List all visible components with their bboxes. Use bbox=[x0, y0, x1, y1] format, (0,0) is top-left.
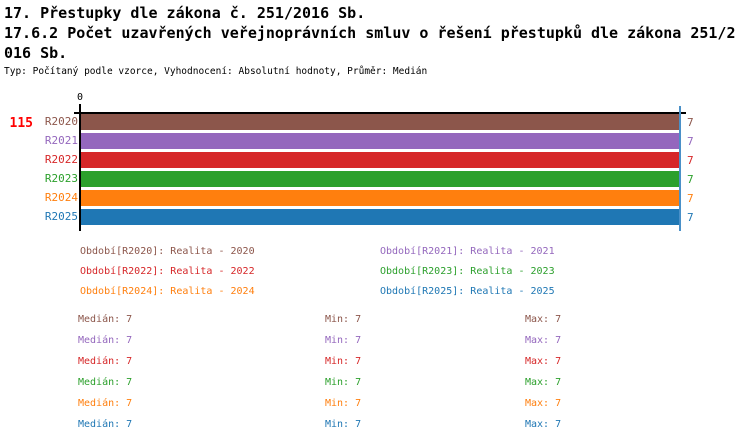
page-title: 17. Přestupky dle zákona č. 251/2016 Sb. bbox=[4, 4, 366, 22]
legend-item-r2021: Období[R2021]: Realita - 2021 bbox=[380, 246, 555, 257]
bar-r2020 bbox=[81, 114, 679, 130]
bar-r2025 bbox=[81, 209, 679, 225]
stat-max-r2023: Max: 7 bbox=[525, 377, 562, 388]
bar-label-r2021: R2021 bbox=[44, 134, 78, 147]
bar-value-r2021: 7 bbox=[687, 135, 694, 148]
legend-item-r2022: Období[R2022]: Realita - 2022 bbox=[80, 266, 255, 277]
stat-min-r2022: Min: 7 bbox=[325, 356, 362, 367]
stat-min-r2023: Min: 7 bbox=[325, 377, 362, 388]
stat-median-r2023: Medián: 7 bbox=[78, 377, 133, 388]
bar-label-r2020: R2020 bbox=[44, 115, 78, 128]
legend-item-r2024: Období[R2024]: Realita - 2024 bbox=[80, 286, 255, 297]
bar-value-r2025: 7 bbox=[687, 211, 694, 224]
page-subtitle-continued: 016 Sb. bbox=[4, 44, 68, 62]
bar-r2022 bbox=[81, 152, 679, 168]
stat-median-r2025: Medián: 7 bbox=[78, 419, 133, 430]
bar-value-r2024: 7 bbox=[687, 192, 694, 205]
legend-item-r2020: Období[R2020]: Realita - 2020 bbox=[80, 246, 255, 257]
bar-label-r2024: R2024 bbox=[44, 191, 78, 204]
page-subtitle: 17.6.2 Počet uzavřených veřejnoprávních … bbox=[4, 24, 736, 42]
bar-value-r2023: 7 bbox=[687, 173, 694, 186]
bar-r2024 bbox=[81, 190, 679, 206]
axis-zero-label: 0 bbox=[76, 92, 84, 103]
stat-max-r2021: Max: 7 bbox=[525, 335, 562, 346]
stat-min-r2025: Min: 7 bbox=[325, 419, 362, 430]
stat-max-r2020: Max: 7 bbox=[525, 314, 562, 325]
stat-min-r2020: Min: 7 bbox=[325, 314, 362, 325]
bar-label-r2023: R2023 bbox=[44, 172, 78, 185]
stat-median-r2024: Medián: 7 bbox=[78, 398, 133, 409]
stat-max-r2022: Max: 7 bbox=[525, 356, 562, 367]
y-axis-line bbox=[79, 104, 81, 231]
bar-label-r2025: R2025 bbox=[44, 210, 78, 223]
report-meta: Typ: Počítaný podle vzorce, Vyhodnocení:… bbox=[4, 66, 428, 77]
scale-max-line bbox=[679, 106, 681, 231]
stat-min-r2024: Min: 7 bbox=[325, 398, 362, 409]
legend-item-r2025: Období[R2025]: Realita - 2025 bbox=[380, 286, 555, 297]
stat-median-r2020: Medián: 7 bbox=[78, 314, 133, 325]
indicator-number: 115 bbox=[9, 116, 33, 131]
bar-label-r2022: R2022 bbox=[44, 153, 78, 166]
bar-value-r2020: 7 bbox=[687, 116, 694, 129]
bar-r2023 bbox=[81, 171, 679, 187]
bar-value-r2022: 7 bbox=[687, 154, 694, 167]
bar-r2021 bbox=[81, 133, 679, 149]
stat-max-r2024: Max: 7 bbox=[525, 398, 562, 409]
x-axis-line bbox=[74, 112, 686, 114]
stat-median-r2022: Medián: 7 bbox=[78, 356, 133, 367]
stat-min-r2021: Min: 7 bbox=[325, 335, 362, 346]
stat-median-r2021: Medián: 7 bbox=[78, 335, 133, 346]
legend-item-r2023: Období[R2023]: Realita - 2023 bbox=[380, 266, 555, 277]
stat-max-r2025: Max: 7 bbox=[525, 419, 562, 430]
